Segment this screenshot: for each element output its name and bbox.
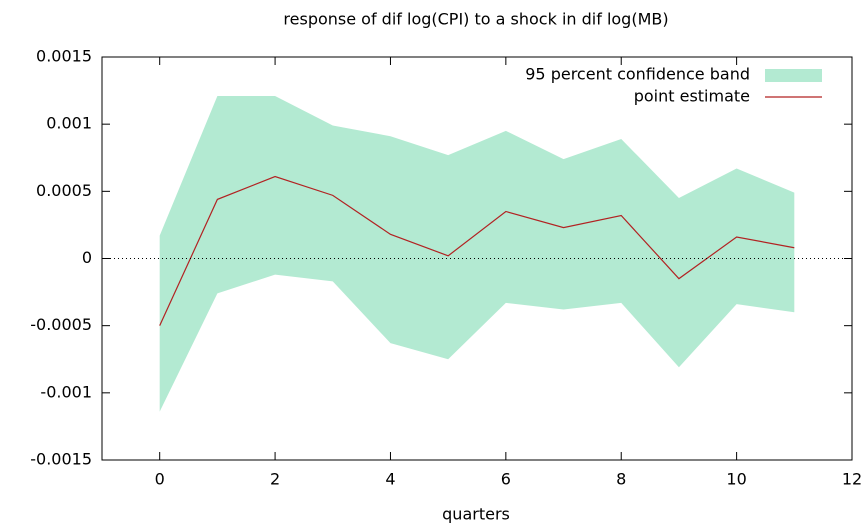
x-tick-label: 0	[155, 470, 165, 489]
x-tick-label: 4	[385, 470, 395, 489]
y-tick-label: 0.001	[46, 114, 92, 133]
x-tick-label: 8	[616, 470, 626, 489]
y-tick-label: -0.0005	[30, 315, 92, 334]
legend-label: 95 percent confidence band	[525, 65, 750, 84]
line	[159, 175, 795, 326]
x-axis-label: quarters	[442, 505, 510, 524]
y-tick-label: -0.001	[40, 382, 92, 401]
y-tick-label: 0.0015	[36, 47, 92, 66]
confidence-band	[159, 95, 795, 412]
chart-title: response of dif log(CPI) to a shock in d…	[283, 10, 668, 29]
x-tick-label: 2	[270, 470, 280, 489]
legend-label: point estimate	[634, 87, 750, 106]
x-tick-label: 6	[501, 470, 511, 489]
y-tick-label: 0.0005	[36, 181, 92, 200]
y-tick-label: 0	[82, 248, 92, 267]
legend-swatch	[765, 69, 822, 82]
x-tick-label: 10	[726, 470, 746, 489]
x-tick-label: 12	[842, 470, 862, 489]
y-tick-label: -0.0015	[30, 450, 92, 469]
